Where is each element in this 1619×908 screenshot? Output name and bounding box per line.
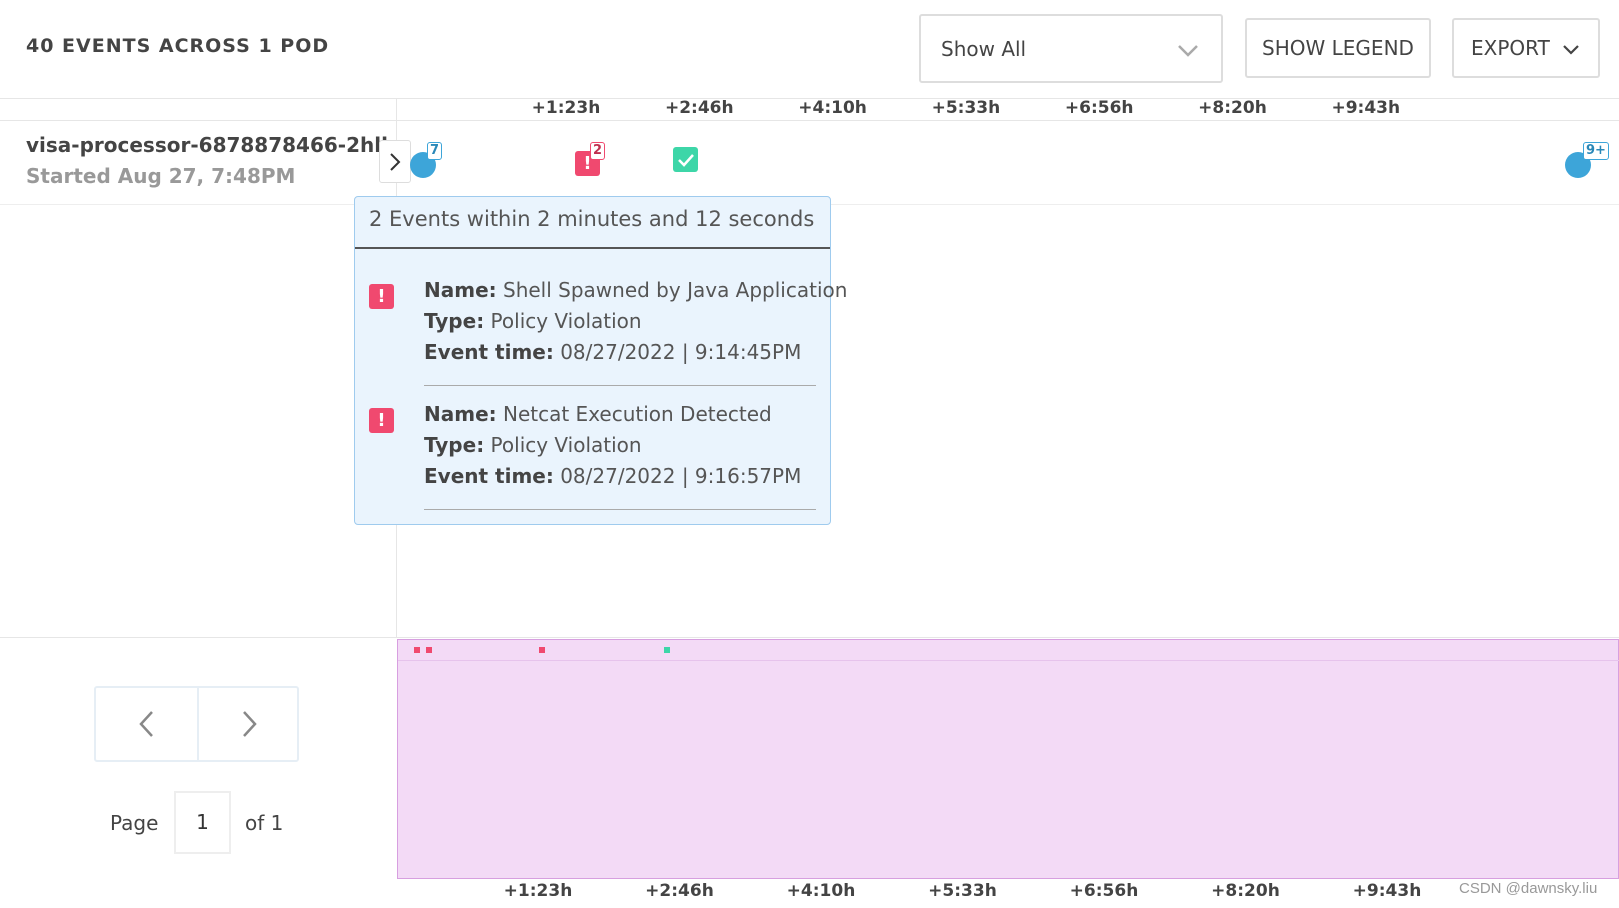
- event-type: Policy Violation: [490, 309, 642, 333]
- divider: [398, 660, 1619, 661]
- tick-label: +6:56h: [1069, 881, 1139, 901]
- event-name: Shell Spawned by Java Application: [503, 278, 848, 302]
- event-name: Netcat Execution Detected: [503, 402, 772, 426]
- tick-label: +8:20h: [1198, 98, 1267, 118]
- event-details: Name: Shell Spawned by Java Application …: [424, 275, 847, 368]
- success-event[interactable]: [673, 147, 698, 172]
- cluster-count: 9+: [1583, 142, 1609, 160]
- minimap-event: [539, 647, 545, 653]
- violation-icon: !: [369, 284, 394, 309]
- chevron: [1563, 45, 1579, 55]
- tick-label: +1:23h: [531, 98, 601, 118]
- page-total: of 1: [245, 811, 284, 835]
- pod-started: Started Aug 27, 7:48PM: [26, 164, 296, 188]
- cluster-count: 7: [427, 142, 443, 160]
- minimap-event: [664, 647, 670, 653]
- divider: [0, 120, 1619, 121]
- tick-label: +4:10h: [786, 881, 856, 901]
- tick-label: +9:43h: [1352, 881, 1422, 901]
- field-label: Event time:: [424, 464, 554, 488]
- show-legend-button[interactable]: SHOW LEGEND: [1245, 18, 1431, 78]
- divider: [0, 98, 1619, 99]
- export-button[interactable]: EXPORT: [1452, 18, 1600, 78]
- tick-label: +8:20h: [1211, 881, 1280, 901]
- show-legend-label: SHOW LEGEND: [1262, 36, 1414, 60]
- tooltip: 2 Events within 2 minutes and 12 seconds…: [354, 196, 847, 525]
- chevron: [390, 153, 401, 171]
- violation-icon: !: [369, 408, 394, 433]
- page-input[interactable]: 1: [174, 791, 231, 854]
- divider: [424, 509, 816, 510]
- expand-button[interactable]: [379, 140, 411, 183]
- filter-dropdown[interactable]: Show All: [919, 14, 1223, 83]
- minimap[interactable]: [397, 639, 1619, 879]
- divider: [424, 385, 816, 386]
- chevron: [1178, 45, 1198, 57]
- tick-label: +5:33h: [928, 881, 997, 901]
- tick-label: +6:56h: [1064, 98, 1134, 118]
- pager: [94, 686, 299, 762]
- divider: [197, 688, 199, 760]
- field-label: Type:: [424, 433, 485, 457]
- events-title: 40 EVENTS ACROSS 1 POD: [26, 35, 330, 57]
- field-label: Event time:: [424, 340, 554, 364]
- tick-label: +2:46h: [664, 98, 734, 118]
- next-button[interactable]: [199, 688, 297, 760]
- field-label: Type:: [424, 309, 485, 333]
- filter-value: Show All: [941, 36, 1027, 61]
- export-label: EXPORT: [1471, 36, 1550, 60]
- tick-label: +1:23h: [503, 881, 573, 901]
- pod-name: visa-processor-6878878466-2hlkv: [26, 133, 408, 157]
- page-label: Page: [110, 811, 159, 835]
- divider: [0, 637, 1619, 638]
- minimap-event: [426, 647, 432, 653]
- event-type: Policy Violation: [490, 433, 642, 457]
- minimap-event: [414, 647, 420, 653]
- tick-label: +4:10h: [798, 98, 867, 118]
- event-time: 08/27/2022 | 9:14:45PM: [560, 340, 802, 364]
- field-label: Name:: [424, 402, 497, 426]
- cluster-count: 2: [590, 142, 606, 160]
- tooltip-title: 2 Events within 2 minutes and 12 seconds: [369, 207, 815, 231]
- field-label: Name:: [424, 278, 497, 302]
- tick-label: +9:43h: [1331, 98, 1401, 118]
- prev-button[interactable]: [96, 688, 198, 760]
- divider: [355, 247, 830, 249]
- event-details: Name: Netcat Execution Detected Type: Po…: [424, 399, 801, 492]
- tick-label: +2:46h: [645, 881, 714, 901]
- tick-label: +5:33h: [931, 98, 1001, 118]
- watermark: CSDN @dawnsky.liu: [1459, 880, 1598, 897]
- event-time: 08/27/2022 | 9:16:57PM: [560, 464, 802, 488]
